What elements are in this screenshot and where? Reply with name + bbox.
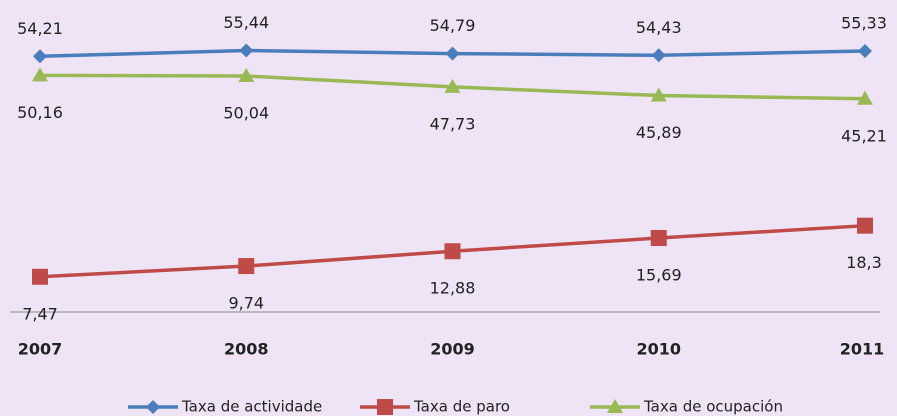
legend-marker [377, 399, 393, 415]
data-point [238, 67, 255, 82]
data-point [444, 78, 461, 93]
data-label: 54,79 [430, 16, 476, 35]
data-label: 55,33 [841, 14, 887, 33]
data-label: 50,04 [223, 103, 269, 122]
legend-label: Taxa de ocupación [643, 398, 783, 416]
data-label: 54,21 [17, 19, 63, 38]
data-point [858, 44, 872, 59]
data-label: 45,21 [841, 126, 887, 145]
data-point [650, 87, 667, 102]
data-label: 18,3 [846, 253, 882, 272]
x-tick-label: 2009 [430, 340, 475, 359]
x-tick-label: 2008 [224, 340, 269, 359]
data-point [444, 243, 461, 260]
data-point [32, 67, 48, 82]
data-point [445, 46, 460, 61]
data-point [857, 217, 873, 234]
data-label: 15,69 [636, 265, 682, 284]
data-label: 12,88 [430, 279, 476, 298]
legend-label: Taxa de actividade [181, 398, 322, 416]
legend-marker [607, 399, 623, 413]
data-point [650, 229, 667, 246]
data-point [239, 43, 254, 58]
data-label: 7,47 [22, 304, 58, 323]
legend-label: Taxa de paro [413, 398, 510, 416]
data-point [651, 48, 666, 63]
data-label: 50,16 [17, 103, 63, 122]
data-point [238, 258, 255, 275]
data-label: 55,44 [223, 13, 269, 32]
data-point [857, 90, 873, 105]
data-label: 9,74 [228, 294, 264, 313]
x-tick-label: 2007 [18, 340, 63, 359]
data-label: 45,89 [636, 123, 682, 142]
x-tick-label: 2010 [636, 340, 681, 359]
data-label: 54,43 [636, 18, 682, 37]
data-label: 47,73 [430, 114, 476, 133]
data-point [33, 49, 47, 64]
data-point [32, 268, 48, 285]
x-tick-label: 2011 [840, 340, 885, 359]
legend-marker [146, 400, 160, 414]
